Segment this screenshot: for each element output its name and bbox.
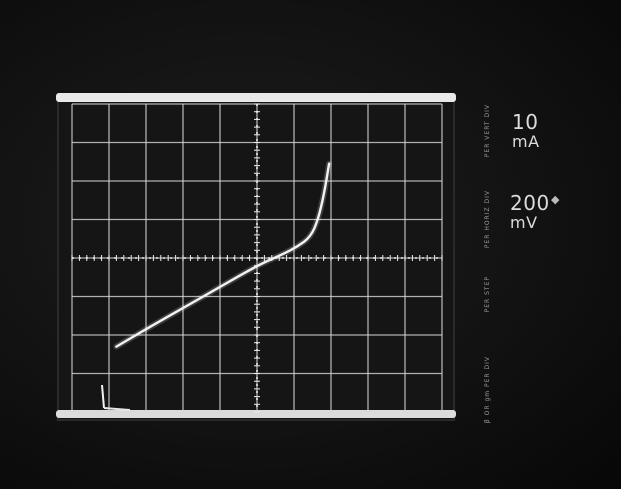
origin-baseline: [103, 407, 131, 411]
vertical-scale-label: PER VERT DIV: [484, 104, 491, 158]
horizontal-scale-readout: 200 mV: [510, 193, 550, 231]
origin-spike: [101, 384, 105, 409]
horizontal-scale-value: 200: [510, 191, 550, 215]
vertical-scale-unit: mA: [512, 132, 540, 151]
vertical-scale-readout: 10 mA: [512, 112, 540, 150]
screen-bottom-edge: [56, 410, 456, 418]
step-label: PER STEP: [484, 276, 491, 313]
beta-gm-label: β OR gm PER DIV: [484, 356, 491, 424]
graticule: [71, 103, 443, 413]
trace-line: [115, 162, 331, 348]
horizontal-scale-label: PER HORIZ DIV: [484, 190, 491, 249]
screen-top-edge: [56, 93, 456, 102]
horizontal-scale-unit: mV: [510, 213, 538, 232]
vertical-scale-value: 10: [512, 110, 539, 134]
trace-curve: [101, 160, 333, 411]
decimal-arrow-icon: ◆: [551, 193, 560, 206]
